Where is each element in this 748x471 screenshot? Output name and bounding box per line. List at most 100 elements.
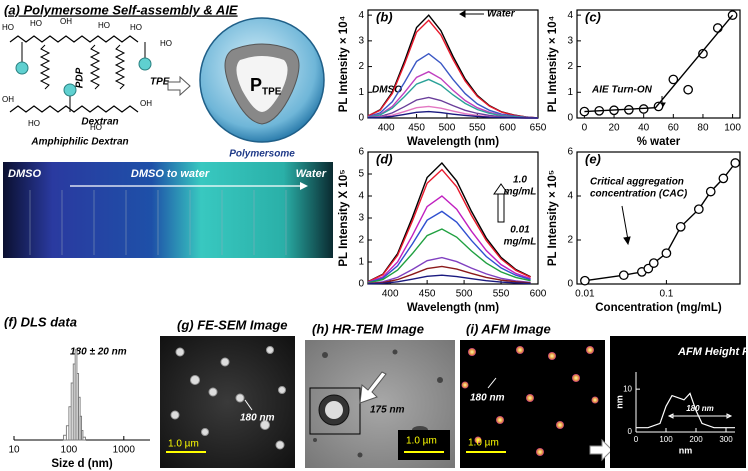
hydroxyl-label: HO bbox=[90, 123, 102, 132]
series-line bbox=[367, 274, 531, 285]
label: TPE bbox=[262, 87, 282, 98]
x-tick-label: 550 bbox=[469, 123, 486, 134]
plot-frame bbox=[367, 151, 539, 285]
x-tick-label: 100 bbox=[724, 123, 741, 134]
plot-frame bbox=[367, 9, 539, 119]
hydroxyl-label: OH bbox=[2, 95, 14, 104]
alkyl-chain bbox=[114, 44, 126, 90]
histogram-bar bbox=[81, 430, 84, 441]
y-tick-label: 0 bbox=[628, 427, 633, 436]
x-tick-label: 550 bbox=[493, 289, 510, 300]
chart: 400 450 500 550 600 650 0 1 2 3 4 Wavelength (nm) PL… bbox=[338, 9, 547, 148]
y-tick-label: 3 bbox=[358, 35, 364, 46]
scale-label: 1.0 µm bbox=[468, 438, 499, 449]
annotation: Water bbox=[487, 9, 516, 20]
annotation: 180 ± 20 nm bbox=[70, 347, 127, 358]
y-tick-label: 1 bbox=[567, 87, 573, 98]
y-tick-label: 0 bbox=[358, 113, 364, 124]
data-point bbox=[618, 270, 629, 281]
y-axis-label: PL Intensity × 10⁵ bbox=[547, 170, 559, 266]
size-label: 175 nm bbox=[370, 405, 405, 416]
series-line bbox=[367, 265, 531, 285]
y-tick-label: 3 bbox=[358, 213, 364, 224]
data-point bbox=[580, 275, 590, 286]
data-point bbox=[712, 23, 723, 33]
series-line bbox=[636, 392, 735, 429]
photo-label: Water bbox=[296, 168, 327, 180]
scale-label: 1.0 µm bbox=[406, 436, 437, 447]
chart-title: (f) DLS data bbox=[4, 314, 77, 329]
scale-label: 1.0 µm bbox=[168, 439, 199, 450]
series-line bbox=[367, 78, 539, 119]
hydroxyl-label: HO bbox=[98, 21, 110, 30]
data-point bbox=[653, 101, 664, 112]
data-point bbox=[730, 158, 741, 168]
histogram-bar bbox=[79, 415, 83, 441]
tpe-unit bbox=[15, 61, 29, 75]
annotation: mg/mL bbox=[504, 187, 537, 198]
chart-title: (c) bbox=[585, 9, 601, 24]
label: Dextran bbox=[81, 117, 118, 128]
chart: 0 20 40 60 80 100 0 1 2 3 4 % water PL Intensity × 1… bbox=[547, 9, 741, 148]
sem-image bbox=[160, 336, 295, 468]
x-tick-label: 10 bbox=[8, 445, 20, 456]
vials bbox=[29, 190, 287, 255]
panel-a: (a) Polymersome Self-assembly & AIE TPE … bbox=[3, 2, 333, 258]
y-tick-label: 6 bbox=[567, 147, 573, 158]
x-tick-label: 0.1 bbox=[659, 289, 673, 300]
x-tick-label: 500 bbox=[439, 123, 456, 134]
size-label: 180 nm bbox=[470, 393, 505, 404]
y-tick-label: 3 bbox=[567, 35, 573, 46]
panel-title: (h) HR-TEM Image bbox=[312, 321, 424, 336]
vesicle-lumen bbox=[325, 401, 343, 419]
data-point bbox=[675, 221, 686, 232]
y-axis-label: nm bbox=[614, 395, 624, 409]
panel-title: (g) FE-SEM Image bbox=[177, 317, 288, 332]
particles bbox=[461, 346, 599, 456]
label: PDP bbox=[75, 67, 86, 88]
x-tick-label: 650 bbox=[530, 123, 547, 134]
annotation: AIE Turn-ON bbox=[591, 85, 653, 96]
hydroxyl-label: HO bbox=[2, 23, 14, 32]
pointer bbox=[487, 377, 497, 389]
x-tick-label: 1000 bbox=[113, 445, 136, 456]
dextran-chain bbox=[9, 105, 139, 113]
chart: 400 450 500 550 600 0 1 2 3 4 5 6 Wavelength (nm) PL … bbox=[338, 147, 547, 314]
x-axis-label: % water bbox=[637, 136, 681, 148]
data-point bbox=[668, 74, 679, 85]
size-label: 180 nm bbox=[240, 413, 275, 424]
x-tick-label: 0.01 bbox=[575, 289, 595, 300]
alkyl-chain bbox=[89, 44, 101, 90]
panel-title: (a) Polymersome Self-assembly & AIE bbox=[4, 2, 238, 17]
x-tick-label: 20 bbox=[608, 123, 620, 134]
x-tick-label: 450 bbox=[408, 123, 425, 134]
chart-title: (d) bbox=[376, 151, 393, 166]
annotation: Critical aggregation bbox=[590, 177, 684, 188]
series-line bbox=[367, 228, 531, 284]
scale-box bbox=[398, 430, 450, 460]
x-tick-label: 600 bbox=[499, 123, 516, 134]
chart: 0.01 0.1 0 2 4 6 Concentration (mg/mL) PL Inten… bbox=[547, 147, 741, 314]
hydroxyl-label: OH bbox=[60, 17, 72, 26]
x-tick-label: 400 bbox=[382, 289, 399, 300]
x-tick-label: 40 bbox=[638, 123, 650, 134]
series-line bbox=[367, 52, 539, 119]
annotation: mg/mL bbox=[504, 237, 537, 248]
x-axis-label: Concentration (mg/mL) bbox=[595, 302, 722, 314]
annotation: 1.0 bbox=[513, 175, 527, 186]
alkyl-chain bbox=[39, 44, 51, 90]
series-line bbox=[367, 161, 531, 283]
x-tick-label: 0 bbox=[582, 123, 588, 134]
y-tick-label: 0 bbox=[567, 113, 573, 124]
y-tick-label: 0 bbox=[358, 279, 364, 290]
y-tick-label: 1 bbox=[358, 257, 364, 268]
y-tick-label: 1 bbox=[358, 87, 364, 98]
annotation: 180 nm bbox=[686, 404, 714, 413]
y-axis-label: PL Intensity X 10⁵ bbox=[338, 169, 350, 266]
panel-g: (g) FE-SEM Image 180 nm 1.0 µm bbox=[160, 317, 295, 468]
plot-frame bbox=[576, 151, 741, 285]
data-point bbox=[693, 204, 704, 215]
chart-title: (e) bbox=[585, 151, 601, 166]
x-tick-label: 100 bbox=[61, 445, 78, 456]
